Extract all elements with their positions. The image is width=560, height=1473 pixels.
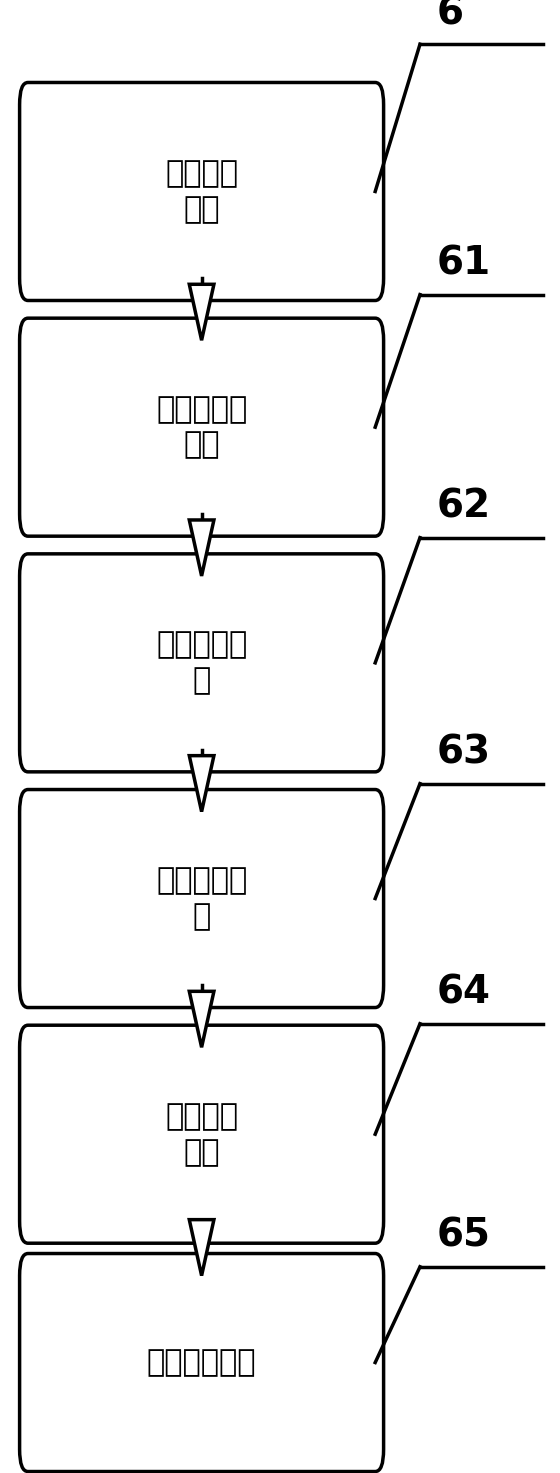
Text: 63: 63: [437, 734, 491, 772]
FancyBboxPatch shape: [20, 554, 384, 772]
Text: 关键词提取
模块: 关键词提取 模块: [156, 395, 247, 460]
Polygon shape: [189, 991, 214, 1047]
Polygon shape: [189, 520, 214, 576]
Text: 64: 64: [437, 974, 491, 1012]
Text: 生成分析报告: 生成分析报告: [147, 1348, 256, 1377]
FancyBboxPatch shape: [20, 82, 384, 300]
Text: 建立结构模
型: 建立结构模 型: [156, 630, 247, 695]
FancyBboxPatch shape: [20, 1025, 384, 1243]
FancyBboxPatch shape: [20, 318, 384, 536]
Polygon shape: [189, 756, 214, 812]
FancyBboxPatch shape: [20, 790, 384, 1008]
Text: 模态分析
模块: 模态分析 模块: [165, 1102, 238, 1167]
Text: 65: 65: [437, 1217, 491, 1255]
Polygon shape: [189, 284, 214, 340]
Text: 信息对比
模块: 信息对比 模块: [165, 159, 238, 224]
Text: 62: 62: [437, 488, 491, 526]
Polygon shape: [189, 1220, 214, 1276]
Text: 61: 61: [437, 245, 491, 283]
FancyBboxPatch shape: [20, 1254, 384, 1472]
Text: 进行数据测
量: 进行数据测 量: [156, 866, 247, 931]
Text: 6: 6: [437, 0, 464, 32]
